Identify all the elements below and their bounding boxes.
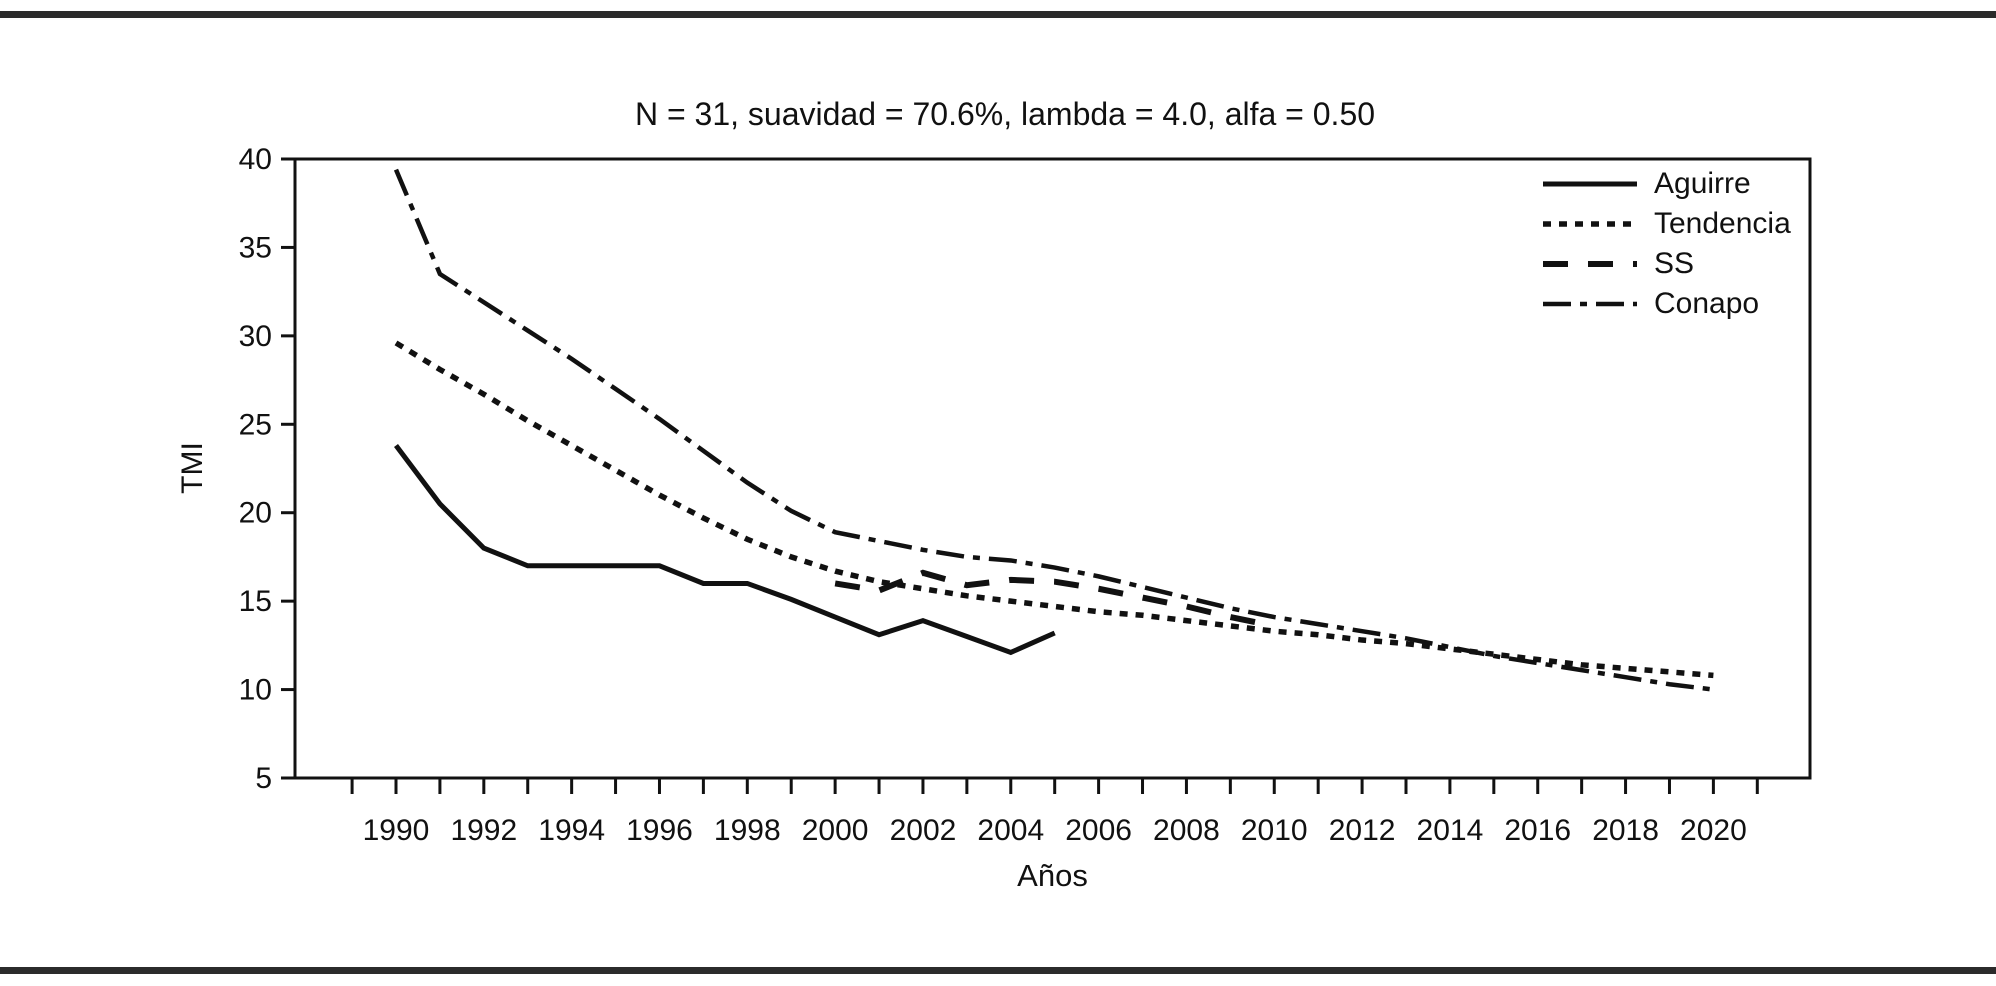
- legend-label: Aguirre: [1654, 167, 1751, 200]
- legend-label: Tendencia: [1654, 207, 1791, 240]
- series-line-conapo: [393, 168, 1714, 692]
- y-tick-label: 30: [239, 320, 272, 353]
- legend-line-sample: [1543, 261, 1637, 267]
- plot-frame: [293, 157, 1812, 780]
- x-tick-label: 2014: [1417, 814, 1484, 847]
- legend-line-sample: [1543, 301, 1637, 307]
- x-tick-label: 1994: [538, 814, 605, 847]
- y-axis-label: TMI: [176, 442, 209, 494]
- x-tick-label: 2000: [802, 814, 869, 847]
- y-tick-label: 20: [239, 497, 272, 530]
- legend-line-sample: [1543, 221, 1637, 227]
- x-axis-label: Años: [1017, 858, 1088, 893]
- top-horizontal-rule: [0, 11, 1996, 18]
- x-tick-label: 2010: [1241, 814, 1308, 847]
- legend: Aguirre Tendencia SS Conapo: [1540, 164, 1791, 324]
- x-tick-label: 2018: [1592, 814, 1659, 847]
- y-tick-label: 10: [239, 674, 272, 707]
- y-tick-label: 5: [255, 762, 272, 795]
- legend-label: Conapo: [1654, 287, 1760, 320]
- series-line-ss: [834, 569, 1275, 629]
- y-tick-label: 40: [239, 143, 272, 176]
- y-tick-label: 15: [239, 585, 272, 618]
- y-tick-label: 25: [239, 408, 272, 441]
- legend-item-ss: SS: [1540, 244, 1791, 284]
- bottom-horizontal-rule: [0, 967, 1996, 974]
- x-tick-label: 1998: [714, 814, 781, 847]
- x-tick-label: 1996: [626, 814, 693, 847]
- x-tick-label: 2020: [1680, 814, 1747, 847]
- x-tick-label: 2016: [1504, 814, 1571, 847]
- x-tick-label: 1990: [363, 814, 430, 847]
- x-tick-label: 2012: [1329, 814, 1396, 847]
- chart-title: N = 31, suavidad = 70.6%, lambda = 4.0, …: [634, 96, 1376, 132]
- x-tick-label: 1992: [450, 814, 517, 847]
- series-line-aguirre: [394, 444, 1056, 656]
- y-tick-label: 35: [239, 231, 272, 264]
- x-tick-label: 2006: [1065, 814, 1132, 847]
- x-tick-label: 2002: [890, 814, 957, 847]
- legend-label: SS: [1654, 247, 1695, 280]
- x-tick-label: 2008: [1153, 814, 1220, 847]
- legend-item-conapo: Conapo: [1540, 284, 1791, 324]
- x-tick-label: 2004: [977, 814, 1044, 847]
- series-line-tendencia: [394, 340, 1714, 679]
- legend-item-aguirre: Aguirre: [1540, 164, 1791, 204]
- legend-item-tendencia: Tendencia: [1540, 204, 1791, 244]
- legend-line-sample: [1543, 181, 1637, 187]
